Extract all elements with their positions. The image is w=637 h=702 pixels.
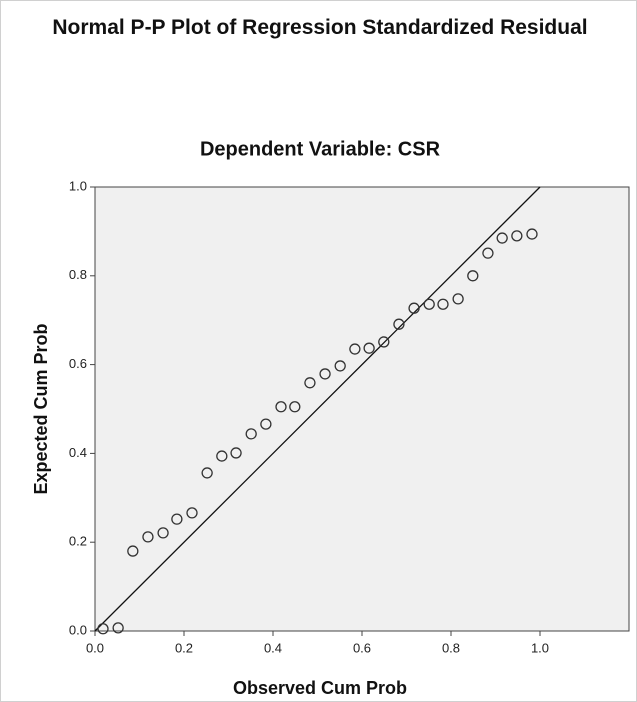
y-tick-label: 0.0 xyxy=(69,622,87,637)
x-tick-label: 0.4 xyxy=(264,640,282,655)
y-tick-label: 0.6 xyxy=(69,356,87,371)
chart-subtitle: Dependent Variable: CSR xyxy=(200,138,441,160)
chart: Dependent Variable: CSR Observed Cum Pro… xyxy=(0,0,637,702)
y-tick-label: 0.8 xyxy=(69,267,87,282)
x-axis-label: Observed Cum Prob xyxy=(233,678,407,698)
y-tick-label: 0.4 xyxy=(69,445,87,460)
chart-title: Normal P-P Plot of Regression Standardiz… xyxy=(40,16,600,39)
plot-area xyxy=(95,187,629,631)
x-tick-label: 0.2 xyxy=(175,640,193,655)
y-axis-label: Expected Cum Prob xyxy=(31,323,51,494)
x-tick-label: 0.8 xyxy=(442,640,460,655)
page: Dependent Variable: CSR Observed Cum Pro… xyxy=(0,0,637,702)
x-tick-label: 1.0 xyxy=(531,640,549,655)
x-tick-label: 0.0 xyxy=(86,640,104,655)
y-tick-label: 1.0 xyxy=(69,178,87,193)
x-tick-label: 0.6 xyxy=(353,640,371,655)
y-tick-label: 0.2 xyxy=(69,534,87,549)
